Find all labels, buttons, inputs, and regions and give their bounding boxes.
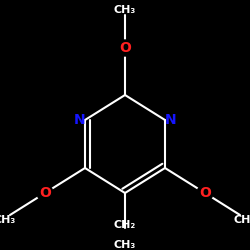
Text: O: O: [119, 41, 131, 55]
Text: N: N: [74, 113, 85, 127]
Text: CH₃: CH₃: [234, 215, 250, 225]
Circle shape: [117, 40, 133, 56]
Text: N: N: [165, 113, 176, 127]
Text: CH₃: CH₃: [114, 240, 136, 250]
Circle shape: [37, 185, 53, 201]
Circle shape: [197, 185, 213, 201]
Text: O: O: [199, 186, 211, 200]
Text: CH₃: CH₃: [114, 5, 136, 15]
Text: O: O: [39, 186, 51, 200]
Text: CH₂: CH₂: [114, 220, 136, 230]
Text: CH₃: CH₃: [0, 215, 16, 225]
